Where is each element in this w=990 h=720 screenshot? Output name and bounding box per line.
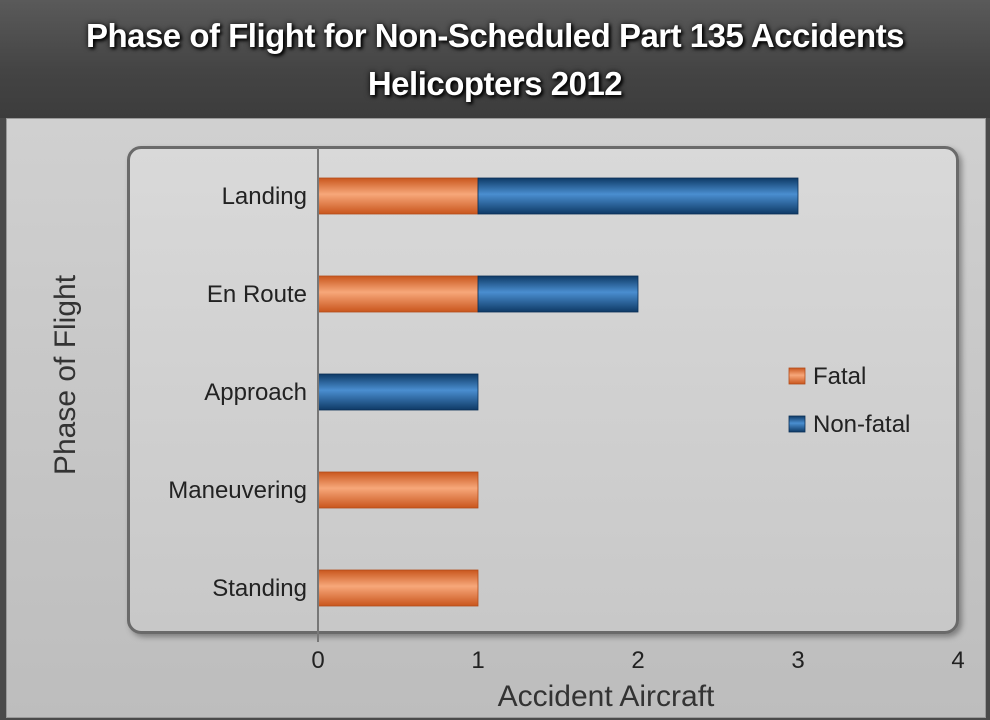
x-tick-label: 4 [951, 647, 964, 674]
category-label: Landing [222, 183, 307, 210]
legend-swatch [788, 415, 806, 433]
legend-label: Non-fatal [813, 411, 910, 438]
chart-title-line-1: Phase of Flight for Non-Scheduled Part 1… [85, 17, 905, 54]
bar-approach-non-fatal [317, 373, 479, 411]
category-label: En Route [207, 281, 307, 308]
x-tick-label: 1 [471, 647, 484, 674]
x-tick-label: 0 [311, 647, 324, 674]
category-labels: Landing En Route Approach Maneuvering Standi… [168, 183, 307, 602]
legend-swatch [788, 367, 806, 385]
legend: Fatal Non-fatal [788, 363, 910, 438]
bar-landing-fatal [317, 177, 479, 215]
title-banner: Phase of Flight for Non-Scheduled Part 1… [0, 0, 990, 118]
bar-landing-non-fatal [477, 177, 799, 215]
x-tick-label: 3 [791, 647, 804, 674]
y-axis-title: Phase of Flight [49, 274, 82, 475]
x-tick-labels: 0 1 2 3 4 [311, 647, 964, 674]
bar-standing-fatal [317, 569, 479, 607]
legend-label: Fatal [813, 363, 866, 390]
plot-area-frame [127, 146, 959, 634]
chart-title-line-2: Helicopters 2012 [367, 65, 623, 102]
bar-maneuvering-fatal [317, 471, 479, 509]
bars-group [317, 177, 799, 607]
category-label: Standing [212, 575, 307, 602]
chart-title: Phase of Flight for Non-Scheduled Part 1… [0, 12, 990, 108]
category-label: Approach [204, 379, 307, 406]
bar-en-route-non-fatal [477, 275, 639, 313]
x-axis-title: Accident Aircraft [498, 680, 715, 713]
x-tick-label: 2 [631, 647, 644, 674]
bar-en-route-fatal [317, 275, 479, 313]
category-label: Maneuvering [168, 477, 307, 504]
